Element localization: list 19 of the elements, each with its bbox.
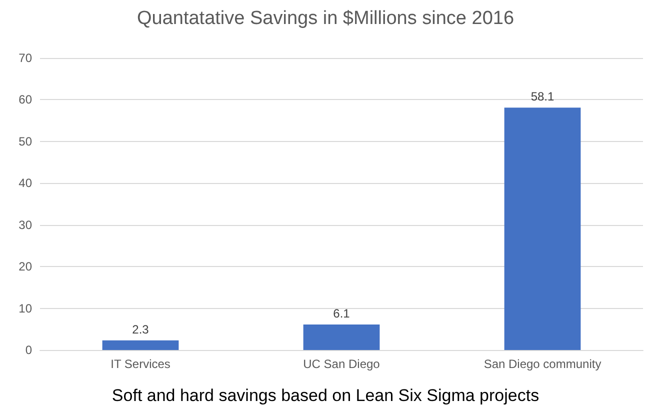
y-tick-label: 0 [25,343,32,357]
y-tick-label: 70 [18,51,32,65]
y-tick-label: 30 [18,218,32,232]
x-tick-label: IT Services [110,357,170,371]
x-tick-label: UC San Diego [303,357,380,371]
text: Soft and hard savings based on Lean Six Sigma projects [112,386,540,405]
y-tick-label: 10 [18,301,32,316]
y-tick-label: 20 [18,260,32,274]
x-tick-label: San Diego community [484,357,602,371]
y-tick-label: 50 [18,134,32,148]
chart-title: Quantatative Savings in $Millions since 2016 [136,8,514,29]
y-tick-label: 60 [18,92,32,107]
data-label: 6.1 [333,306,350,321]
bar [504,108,581,350]
data-label: 58.1 [530,90,554,104]
data-label: 2.3 [132,322,150,336]
y-tick-label: 40 [18,176,32,190]
bar [102,340,179,350]
bar [303,324,380,350]
